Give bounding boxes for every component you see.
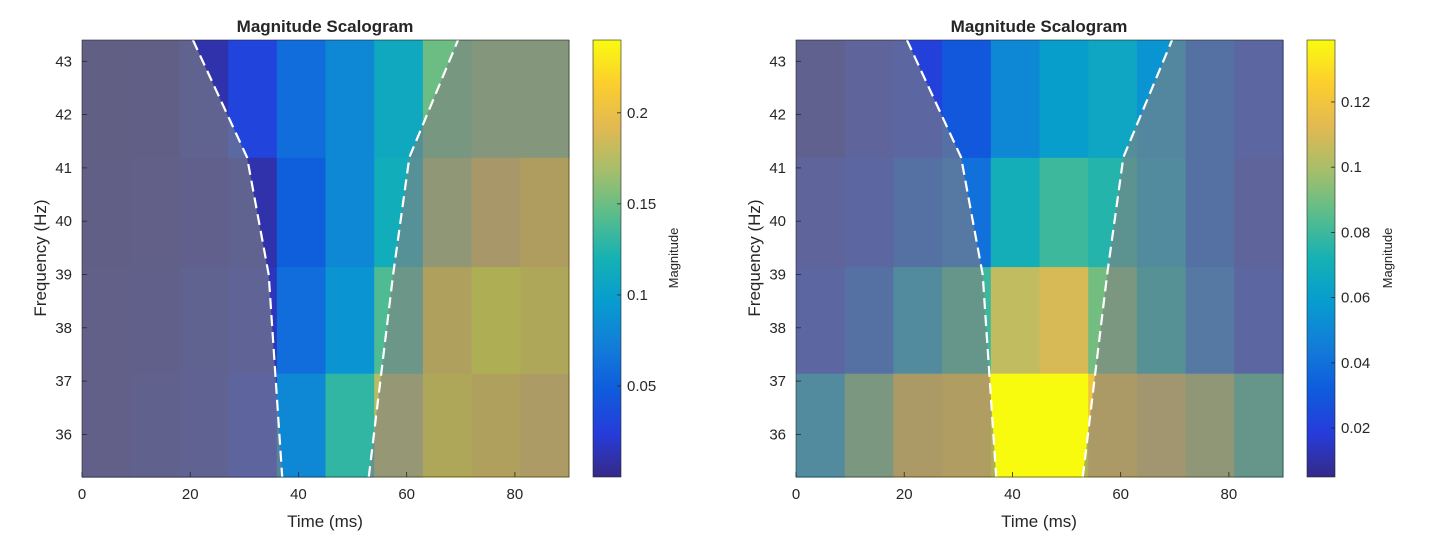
y-tick-label: 41 [769,160,786,177]
colorbar-label: Magnitude [1380,228,1395,289]
coi-boundary-right [1081,39,1174,478]
colorbar-tick-label: 0.04 [1341,355,1370,372]
colorbar-tick-label: 0.15 [627,196,656,213]
y-tick-label: 41 [55,160,72,177]
coi-boundary-right [367,39,460,478]
heatmap-cell [990,40,1041,158]
heatmap-cell [276,157,327,268]
x-tick-label: 60 [1112,486,1129,503]
x-tick-label: 0 [78,486,86,503]
heatmap-cell [325,373,375,478]
x-tick-label: 80 [507,486,524,503]
colorbar-tick-label: 0.08 [1341,224,1370,241]
heatmap-cell [276,373,327,478]
heatmap-cell [276,266,327,374]
plot-frame [795,39,1284,478]
y-tick-label: 38 [769,320,786,337]
plot-frame [81,39,570,478]
heatmap-cell [1039,40,1089,158]
heatmap-cell [276,40,327,158]
colorbar-tick-label: 0.2 [627,105,648,122]
heatmap-cell [325,40,375,158]
x-tick-label: 40 [290,486,307,503]
coi-shade-right [368,40,569,477]
coi-boundary-left [191,39,284,478]
colorbar-label: Magnitude [666,228,681,289]
coi-boundary-left [905,39,998,478]
y-tick-label: 43 [55,53,72,70]
heatmap-cell [1039,373,1089,478]
heatmap-cell [1039,157,1089,268]
y-axis-label: Frequency (Hz) [745,199,764,316]
coi-shade-left [82,40,283,477]
y-tick-label: 43 [769,53,786,70]
x-axis-label: Time (ms) [287,512,363,531]
heatmap-cell [990,157,1041,268]
heatmap-cell [1039,266,1089,374]
heatmap-cell [1088,40,1138,158]
x-tick-label: 80 [1221,486,1238,503]
colorbar-tick-label: 0.06 [1341,290,1370,307]
y-tick-label: 37 [769,373,786,390]
y-tick-label: 40 [55,213,72,230]
heatmap-cell [325,266,375,374]
coi-shade-left [796,40,997,477]
y-tick-label: 42 [55,107,72,124]
y-tick-label: 38 [55,320,72,337]
colorbar [592,39,622,478]
colorbar-tick-label: 0.1 [627,287,648,304]
colorbar-tick-label: 0.05 [627,378,656,395]
heatmap-cell [990,373,1041,478]
y-tick-label: 36 [55,426,72,443]
y-tick-label: 39 [769,266,786,283]
heatmap-cell [990,266,1041,374]
heatmap-cell [325,157,375,268]
y-tick-label: 42 [769,107,786,124]
y-tick-label: 37 [55,373,72,390]
x-tick-label: 20 [896,486,913,503]
scalogram-panel-right: Magnitude Scalogram Time (ms) Frequency … [745,17,1395,531]
heatmap-cell [374,40,424,158]
chart-title: Magnitude Scalogram [237,17,414,36]
x-tick-label: 0 [792,486,800,503]
x-tick-label: 60 [398,486,415,503]
y-tick-label: 36 [769,426,786,443]
colorbar-tick-label: 0.1 [1341,159,1362,176]
y-axis-label: Frequency (Hz) [31,199,50,316]
x-axis-label: Time (ms) [1001,512,1077,531]
chart-title: Magnitude Scalogram [951,17,1128,36]
y-tick-label: 40 [769,213,786,230]
coi-shade-right [1082,40,1283,477]
colorbar [1306,39,1336,478]
x-tick-label: 40 [1004,486,1021,503]
colorbar-tick-label: 0.02 [1341,420,1370,437]
x-tick-label: 20 [182,486,199,503]
y-tick-label: 39 [55,266,72,283]
colorbar-tick-label: 0.12 [1341,94,1370,111]
scalogram-panel-left: Magnitude Scalogram Time (ms) Frequency … [31,17,681,531]
